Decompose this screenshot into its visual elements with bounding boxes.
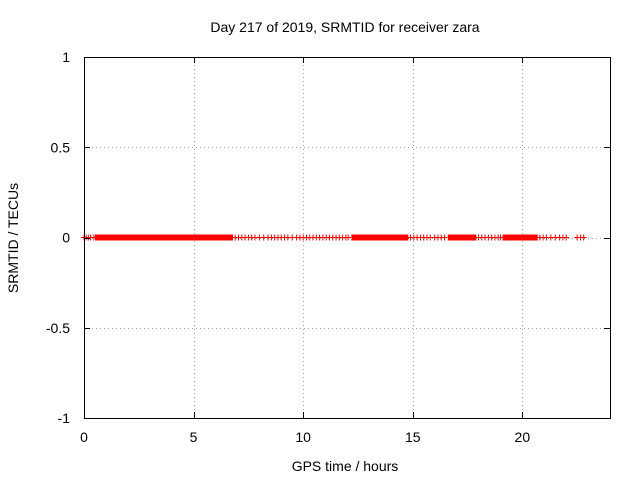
y-tick-label: -0.5: [46, 320, 70, 336]
data-points: [81, 234, 587, 241]
data-point: [580, 234, 587, 241]
x-axis-label: GPS time / hours: [292, 458, 399, 474]
x-tick-label: 0: [80, 429, 88, 445]
y-tick-label: 0.5: [51, 139, 71, 155]
y-axis-label: SRMTID / TECUs: [5, 183, 21, 293]
dense-data-band: [502, 234, 538, 241]
dense-data-band: [351, 234, 409, 241]
data-point: [441, 234, 448, 241]
y-tick-label: -1: [58, 410, 71, 426]
y-tick-label: 1: [62, 49, 70, 65]
x-tick-label: 5: [190, 429, 198, 445]
data-point: [563, 234, 570, 241]
x-tick-label: 10: [295, 429, 311, 445]
data-point: [345, 234, 352, 241]
ticks: 0 5 10 15 20 1 0.5 0 -0.5 -1: [46, 49, 610, 445]
data-point: [497, 234, 504, 241]
dense-data-band: [94, 234, 234, 241]
x-tick-label: 20: [515, 429, 531, 445]
y-tick-label: 0: [62, 230, 70, 246]
chart-title: Day 217 of 2019, SRMTID for receiver zar…: [210, 19, 479, 35]
x-tick-label: 15: [405, 429, 421, 445]
dense-data-band: [447, 234, 477, 241]
